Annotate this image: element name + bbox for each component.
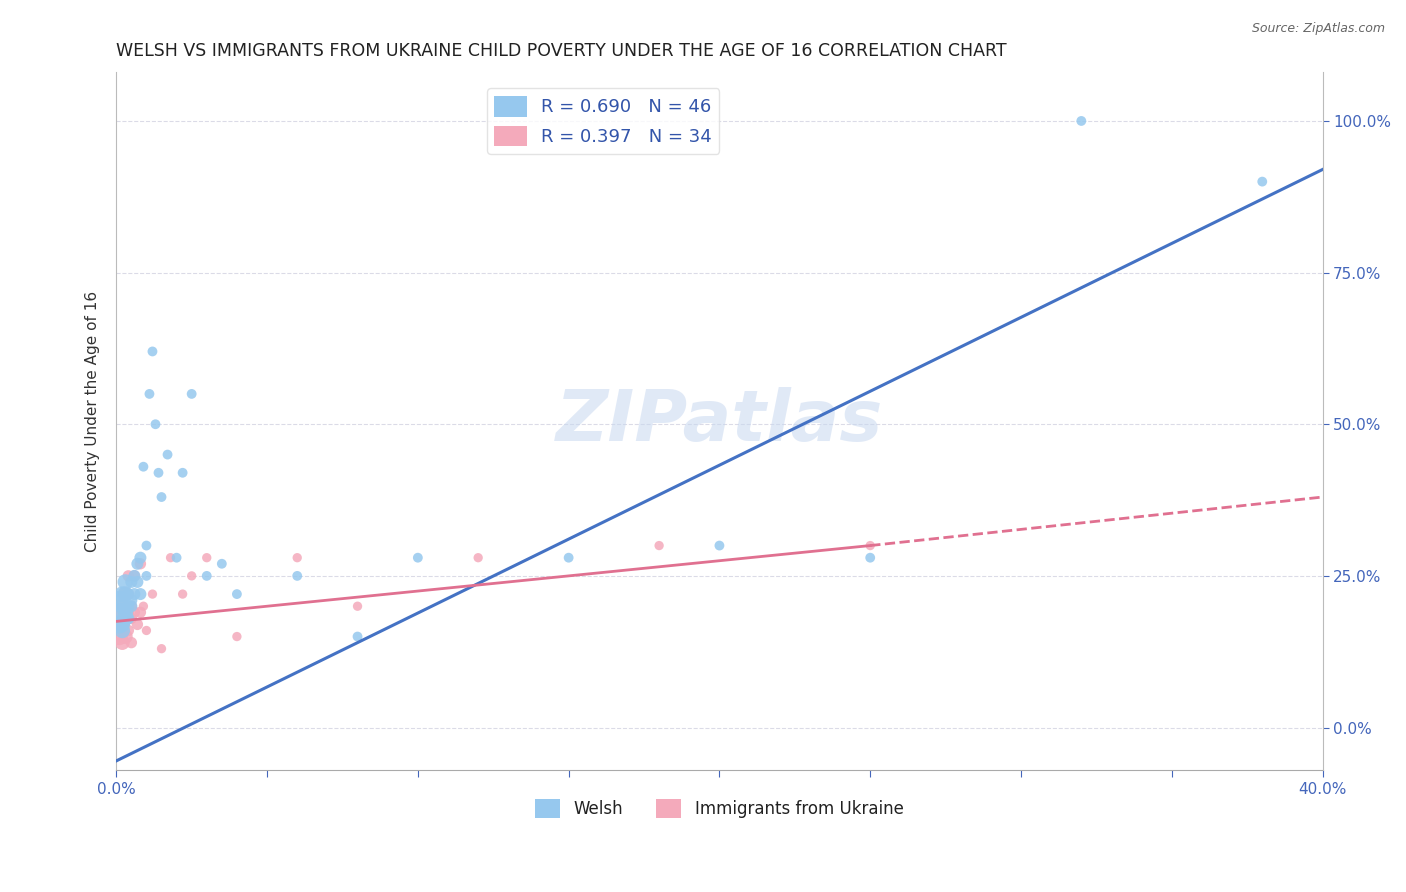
Point [114, 630, 136, 644]
Point [108, 605, 131, 619]
Y-axis label: Child Poverty Under the Age of 16: Child Poverty Under the Age of 16 [86, 291, 100, 552]
Point [129, 587, 152, 601]
Point [1251, 175, 1274, 189]
Point [120, 611, 142, 625]
Point [129, 550, 152, 565]
Point [117, 569, 139, 583]
Point [117, 624, 139, 638]
Point [195, 550, 218, 565]
Point [211, 557, 233, 571]
Point [557, 550, 579, 565]
Point [111, 599, 134, 614]
Point [114, 587, 136, 601]
Point [138, 387, 160, 401]
Point [120, 599, 142, 614]
Point [117, 587, 139, 601]
Point [225, 587, 247, 601]
Point [406, 550, 429, 565]
Point [124, 569, 146, 583]
Point [172, 466, 194, 480]
Point [114, 574, 136, 589]
Point [141, 587, 163, 601]
Point [114, 605, 136, 619]
Point [166, 550, 188, 565]
Point [117, 599, 139, 614]
Point [127, 557, 149, 571]
Point [114, 587, 136, 601]
Point [108, 611, 131, 625]
Point [346, 630, 368, 644]
Point [129, 557, 152, 571]
Point [150, 490, 173, 504]
Point [120, 574, 142, 589]
Point [120, 599, 142, 614]
Point [180, 387, 202, 401]
Point [1070, 114, 1092, 128]
Point [127, 617, 149, 632]
Text: Source: ZipAtlas.com: Source: ZipAtlas.com [1251, 22, 1385, 36]
Text: WELSH VS IMMIGRANTS FROM UKRAINE CHILD POVERTY UNDER THE AGE OF 16 CORRELATION C: WELSH VS IMMIGRANTS FROM UKRAINE CHILD P… [117, 42, 1007, 60]
Point [111, 624, 134, 638]
Point [132, 599, 155, 614]
Point [111, 617, 134, 632]
Point [859, 550, 882, 565]
Point [120, 635, 142, 649]
Point [114, 611, 136, 625]
Point [285, 569, 308, 583]
Point [108, 617, 131, 632]
Point [859, 539, 882, 553]
Point [180, 569, 202, 583]
Point [124, 569, 146, 583]
Point [141, 344, 163, 359]
Point [135, 569, 157, 583]
Point [648, 539, 671, 553]
Point [148, 466, 170, 480]
Point [132, 459, 155, 474]
Point [108, 630, 131, 644]
Point [156, 448, 179, 462]
Point [111, 587, 134, 601]
Point [172, 587, 194, 601]
Text: ZIPatlas: ZIPatlas [555, 387, 883, 456]
Point [135, 539, 157, 553]
Point [467, 550, 489, 565]
Point [129, 605, 152, 619]
Point [111, 599, 134, 614]
Point [117, 611, 139, 625]
Point [195, 569, 218, 583]
Point [117, 605, 139, 619]
Point [111, 635, 134, 649]
Point [127, 574, 149, 589]
Point [709, 539, 731, 553]
Point [120, 593, 142, 607]
Point [124, 605, 146, 619]
Point [150, 641, 173, 656]
Point [108, 593, 131, 607]
Point [285, 550, 308, 565]
Point [124, 587, 146, 601]
Point [135, 624, 157, 638]
Point [111, 617, 134, 632]
Point [117, 587, 139, 601]
Point [225, 630, 247, 644]
Point [114, 611, 136, 625]
Point [346, 599, 368, 614]
Point [145, 417, 167, 432]
Legend: Welsh, Immigrants from Ukraine: Welsh, Immigrants from Ukraine [529, 792, 910, 824]
Point [159, 550, 181, 565]
